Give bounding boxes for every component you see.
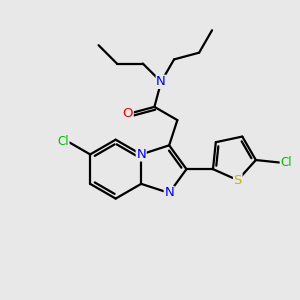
Text: N: N (136, 148, 146, 161)
Text: Cl: Cl (280, 156, 292, 169)
Text: S: S (233, 174, 242, 187)
Text: N: N (156, 75, 166, 88)
Text: N: N (164, 187, 174, 200)
Text: O: O (123, 107, 133, 120)
Text: Cl: Cl (57, 135, 69, 148)
